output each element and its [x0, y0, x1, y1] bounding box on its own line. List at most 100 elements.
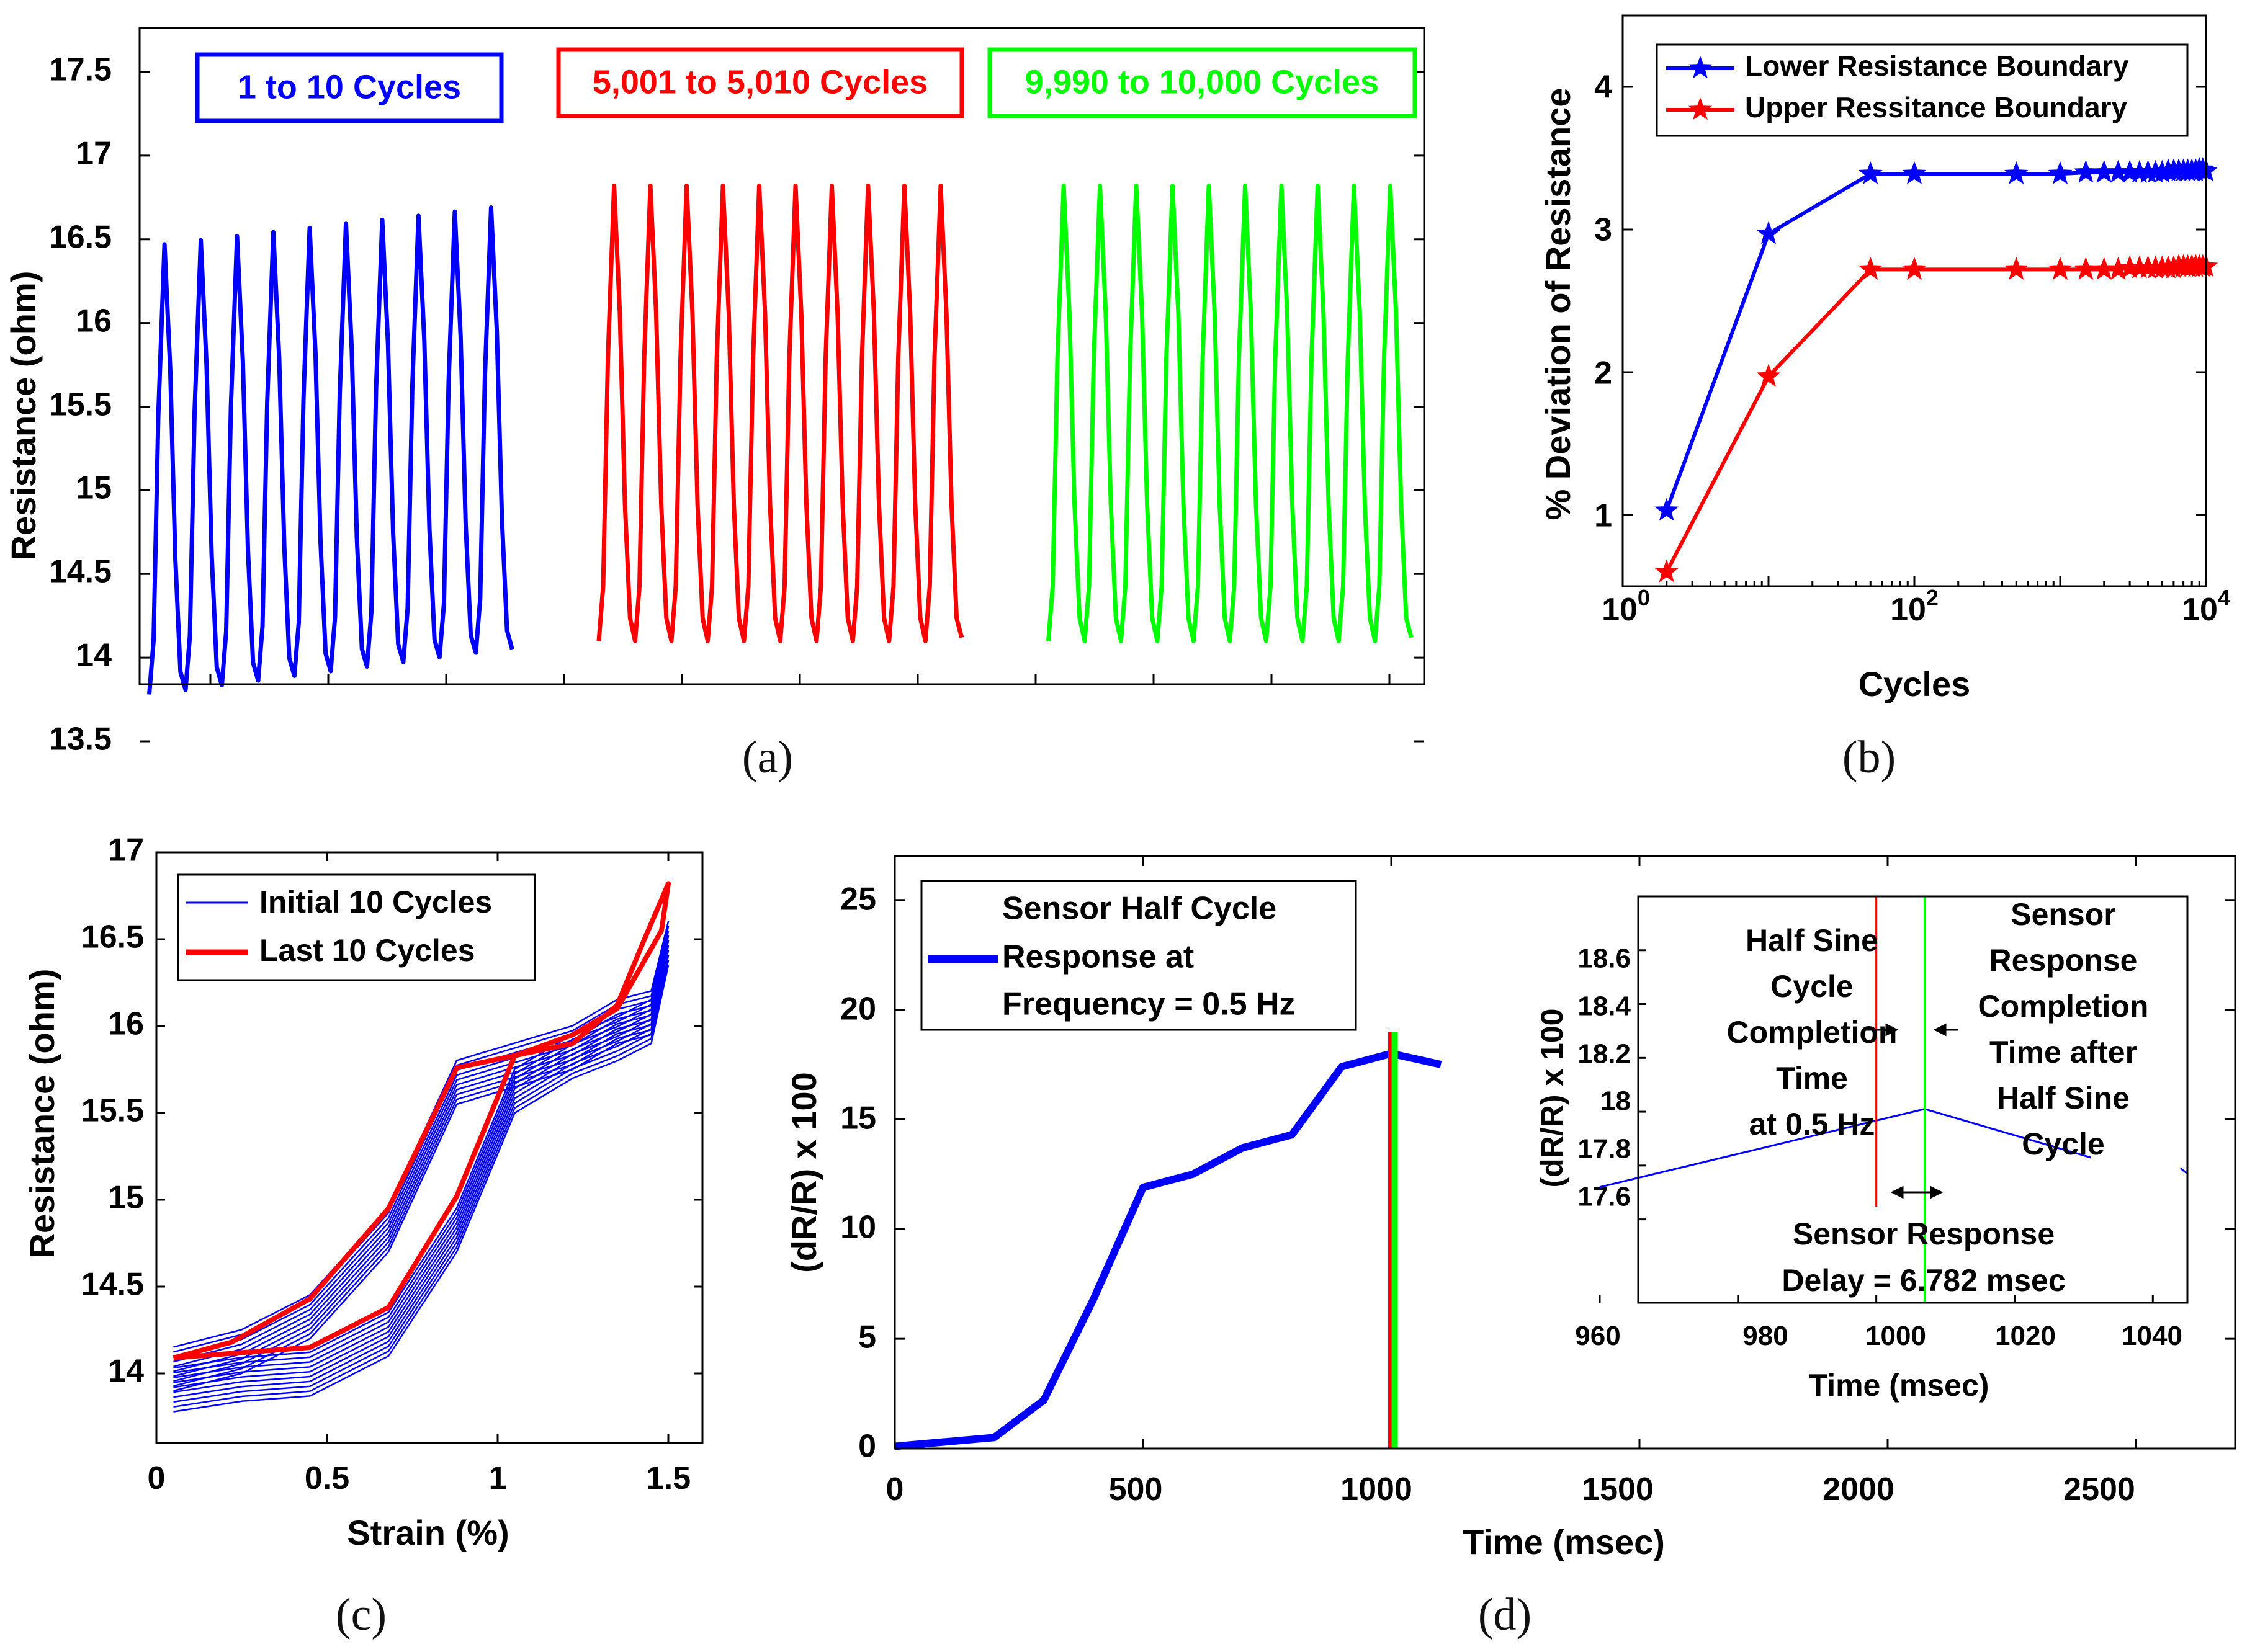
panel-b-data-point: [2048, 161, 2073, 184]
panel-c-initial-cycle-line: [173, 945, 670, 1393]
panel-c-caption: (c): [336, 1589, 387, 1640]
panel-c-axes-box: [155, 851, 704, 1444]
panel-a-series-label-red: 5,001 to 5,010 Cycles: [593, 63, 928, 100]
panel-d-legend-line: Response at: [1002, 939, 1194, 975]
panel-b-plot-area: [1623, 86, 2218, 586]
panel-d-xtick-label: 1500: [1582, 1471, 1654, 1507]
panel-c-ytick-label: 14.5: [81, 1267, 144, 1303]
panel-d-response-line: [894, 1050, 1442, 1450]
panel-c-last-cycles-line: [173, 881, 671, 1360]
panel-b-legend-swatches: [1666, 56, 1734, 120]
panel-d-legend: Sensor Half Cycle Response at Frequency …: [920, 880, 1357, 1031]
panel-d-xtick-label: 500: [1109, 1471, 1163, 1507]
panel-d-xtick-label: 2500: [2063, 1471, 2135, 1507]
panel-d-inset-right-note: Sensor Response Completion Time after Ha…: [1978, 897, 2149, 1161]
panel-d-ytick-label: 15: [840, 1101, 876, 1136]
panel-d-legend-line: Frequency = 0.5 Hz: [1002, 986, 1296, 1022]
panel-d-inset-arrowhead: [1930, 1185, 1944, 1199]
panel-b-xlabel: Cycles: [1859, 664, 1971, 703]
panel-d-inset-xtick-label: 1000: [1865, 1321, 1926, 1351]
panel-b-data-point: [1756, 221, 1781, 244]
panel-b-legend-swatch-marker: [1688, 97, 1712, 120]
panel-c-ytick-label: 16.5: [81, 919, 144, 955]
panel-a-ytick-label: 15.5: [49, 387, 112, 423]
panel-b-data-point: [1858, 161, 1883, 184]
panel-d-inset-series-stub: [2179, 1168, 2188, 1175]
panel-b-legend-box: [1656, 43, 2189, 137]
panel-d-axes-box: [894, 855, 2236, 1450]
panel-d-xtick-label: 1000: [1340, 1471, 1412, 1507]
panel-a-ylabel: Resistance (ohm): [4, 271, 43, 561]
panel-d-inset-delay-note: Sensor Response Delay = 6.782 msec: [1782, 1217, 2065, 1298]
panel-d-inset-axes-box: [1637, 895, 2189, 1304]
panel-c-ytick-label: 15: [108, 1180, 144, 1216]
panel-b-data-point: [1902, 256, 1927, 280]
panel-b-caption: (b): [1842, 732, 1896, 783]
panel-b-data-point: [1858, 256, 1883, 280]
panel-c-ylabel: Resistance (ohm): [22, 969, 61, 1259]
panel-b-data-point: [2004, 256, 2029, 280]
panel-c-xtick-label: 0: [148, 1460, 166, 1496]
panel-d-inset-note-line: Cycle: [2022, 1127, 2104, 1161]
panel-c-xtick-label: 0.5: [305, 1460, 349, 1496]
panel-d-ytick-label: 10: [840, 1210, 876, 1246]
panel-d-inset-arrowhead: [1933, 1023, 1947, 1037]
panel-d-inset: 18.6 18.4 18.2 18 17.8 17.6 960 980 1000…: [1535, 895, 2189, 1403]
panel-d-inset-xtick-label: 980: [1742, 1321, 1788, 1351]
panel-b-xtick-label: 104: [2182, 585, 2230, 628]
panel-a-caption: (a): [742, 732, 793, 783]
panel-b-ytick-label: 4: [1594, 69, 1612, 105]
panel-d-inset-plot-area: [1599, 896, 2188, 1303]
panel-d-ytick-label: 25: [840, 882, 876, 918]
panel-c-legend-entry-last: Last 10 Cycles: [259, 933, 475, 968]
panel-b-legend: Lower Resistance Boundary Upper Ressitan…: [1656, 43, 2189, 137]
panel-d-inset-note-line: Response: [1989, 943, 2138, 978]
panel-a-series-label-blue: 1 to 10 Cycles: [238, 68, 461, 105]
panel-c-legend-entry-initial: Initial 10 Cycles: [259, 885, 492, 919]
panel-a-series-line: [1046, 183, 1414, 643]
panel-d-inset-note-line: Half Sine: [1997, 1081, 2130, 1115]
panel-a-series-label-green: 9,990 to 10,000 Cycles: [1025, 63, 1379, 100]
panel-a: 17.5 17 16.5 16 15.5 15 14.5 14 13.5 Res…: [4, 27, 1425, 783]
panel-c-ytick-label: 16: [108, 1006, 144, 1042]
panel-a-label-box-blue: [195, 52, 504, 123]
panel-d-inset-ytick-label: 17.8: [1577, 1134, 1631, 1164]
panel-a-ytick-label: 14: [76, 638, 112, 674]
panel-d-ylabel: (dR/R) x 100: [784, 1072, 823, 1273]
panel-d-plot-area: [894, 856, 2235, 1450]
panel-b-data-point: [1756, 364, 1781, 387]
panel-a-label-box-green: [987, 47, 1417, 118]
panel-c-ytick-label: 15.5: [81, 1093, 144, 1129]
panel-a-ytick-label: 16: [76, 303, 112, 339]
panel-a-axes-box: [138, 27, 1425, 685]
panel-a-series-line: [147, 205, 514, 695]
panel-b-axes-box: [1621, 14, 2207, 587]
panel-d-ytick-label: 5: [858, 1319, 876, 1355]
panel-d-inset-xtick-label: 960: [1575, 1321, 1620, 1351]
panel-b-ylabel: % Deviation of Resistance: [1538, 87, 1577, 520]
panel-d-ytick-label: 20: [840, 991, 876, 1027]
panel-c-initial-cycle-line: [173, 926, 670, 1374]
panel-d-inset-xtick-label: 1040: [2122, 1321, 2182, 1351]
panel-d-inset-arrowhead: [1890, 1185, 1904, 1199]
panel-d-inset-note-line: Sensor Response: [1793, 1217, 2055, 1251]
panel-d-inset-note-line: Half Sine: [1746, 923, 1878, 958]
panel-c-initial-cycle-line: [173, 955, 670, 1403]
panel-d-inset-note-line: Completion: [1727, 1015, 1898, 1050]
panel-d-inset-ytick-label: 18.6: [1577, 944, 1631, 974]
panel-d-xlabel: Time (msec): [1463, 1522, 1665, 1561]
panel-b-data-point: [2048, 256, 2073, 280]
panel-b-ytick-label: 3: [1594, 212, 1612, 248]
panel-a-ytick-label: 15: [76, 470, 112, 506]
panel-c-ytick-label: 17: [108, 833, 144, 868]
panel-d-inset-arrowhead: [1885, 1023, 1899, 1037]
panel-b-xtick-label: 102: [1890, 585, 1939, 628]
panel-d-inset-ytick-label: 18.4: [1577, 991, 1631, 1022]
panel-d-inset-note-line: Time after: [1989, 1035, 2137, 1069]
panel-d-inset-ytick-label: 18.2: [1577, 1039, 1631, 1069]
panel-d-inset-ytick-label: 18: [1600, 1086, 1631, 1117]
panel-d-inset-note-line: Sensor: [2011, 897, 2116, 932]
panel-b-legend-entry-upper: Upper Ressitance Boundary: [1745, 91, 2127, 123]
